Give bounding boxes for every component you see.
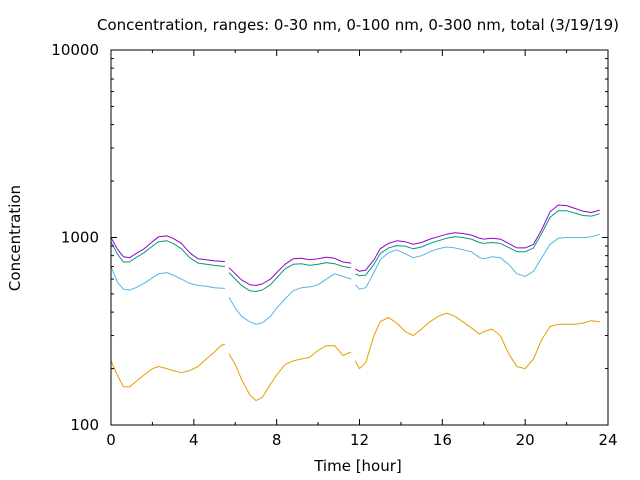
x-tick-label: 0 xyxy=(106,431,116,449)
y-axis: 100 1000 10000 xyxy=(51,41,608,434)
chart-title: Concentration, ranges: 0-30 nm, 0-100 nm… xyxy=(97,16,619,34)
x-axis-label: Time [hour] xyxy=(313,457,402,475)
x-tick-label: 12 xyxy=(350,431,369,449)
series-line-1 xyxy=(110,204,600,286)
series-line-4 xyxy=(110,312,600,402)
x-tick-label: 4 xyxy=(189,431,199,449)
x-tick-label: 16 xyxy=(433,431,452,449)
x-tick-label: 8 xyxy=(272,431,282,449)
x-tick-label: 24 xyxy=(598,431,617,449)
y-tick-label: 100 xyxy=(70,416,99,434)
x-axis: 0 4 8 12 16 20 24 xyxy=(106,50,618,449)
plot-lines xyxy=(110,204,600,402)
series-line-2 xyxy=(110,210,600,292)
x-tick-label: 20 xyxy=(516,431,535,449)
y-tick-label: 1000 xyxy=(61,229,99,247)
y-tick-label: 10000 xyxy=(51,41,99,59)
y-axis-label: Concentration xyxy=(6,185,24,291)
series-line-3 xyxy=(110,233,600,325)
